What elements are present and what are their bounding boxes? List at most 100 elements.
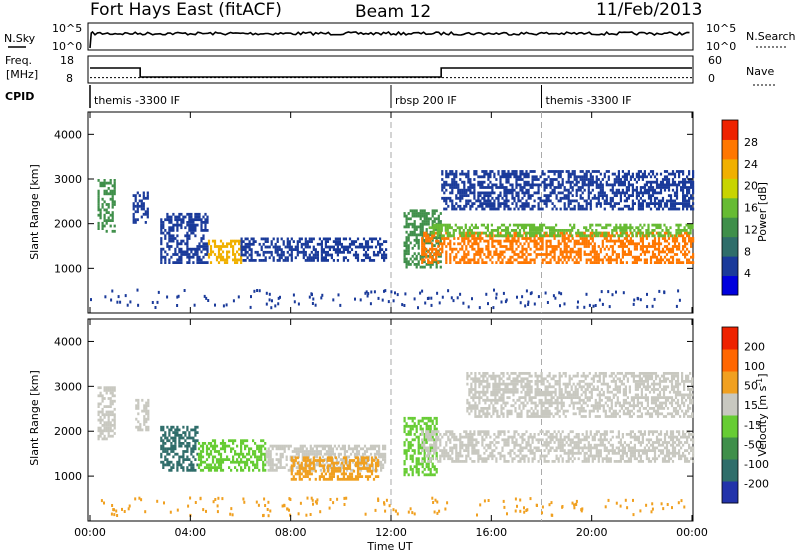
- data-cell: [489, 175, 491, 178]
- data-cell: [624, 242, 626, 245]
- data-cell: [325, 246, 327, 249]
- data-cell: [291, 238, 293, 241]
- data-cell: [321, 464, 323, 467]
- data-cell: [596, 202, 598, 205]
- data-cell: [479, 251, 481, 254]
- ytick-label: 3000: [54, 173, 82, 186]
- data-cell: [666, 170, 668, 173]
- data-cell: [459, 242, 461, 245]
- data-cell: [102, 411, 104, 414]
- data-cell: [347, 251, 349, 254]
- data-cell: [572, 248, 574, 251]
- data-cell: [427, 240, 429, 243]
- data-cell: [406, 239, 408, 242]
- data-cell: [598, 202, 600, 205]
- data-cell: [234, 439, 236, 442]
- freq-unit-label: [MHz]: [6, 68, 38, 81]
- data-cell: [141, 200, 143, 203]
- data-cell: [642, 192, 644, 195]
- data-cell: [353, 459, 355, 462]
- data-cell: [593, 305, 595, 308]
- data-cell: [214, 240, 216, 243]
- nsearch-label: N.Search: [746, 30, 796, 43]
- data-cell: [257, 251, 259, 254]
- data-cell: [538, 242, 540, 245]
- data-cell: [648, 181, 650, 184]
- data-cell: [232, 251, 234, 254]
- data-cell: [604, 200, 606, 203]
- data-cell: [628, 248, 630, 251]
- data-cell: [100, 182, 102, 185]
- data-cell: [202, 461, 204, 464]
- data-cell: [620, 197, 622, 200]
- data-cell: [453, 229, 455, 232]
- data-cell: [606, 170, 608, 173]
- data-cell: [626, 205, 628, 208]
- data-cell: [477, 192, 479, 195]
- data-cell: [135, 210, 137, 213]
- data-cell: [139, 205, 141, 208]
- data-cell: [515, 205, 517, 208]
- data-cell: [380, 464, 382, 467]
- data-cell: [667, 234, 669, 237]
- data-cell: [610, 256, 612, 259]
- data-cell: [252, 469, 254, 472]
- data-cell: [624, 173, 626, 176]
- data-cell: [114, 421, 116, 424]
- data-cell: [323, 238, 325, 241]
- data-cell: [670, 205, 672, 208]
- data-cell: [176, 245, 178, 248]
- data-cell: [511, 170, 513, 173]
- data-cell: [207, 299, 209, 302]
- data-cell: [521, 178, 523, 181]
- data-cell: [224, 450, 226, 453]
- data-cell: [562, 237, 564, 240]
- data-cell: [378, 456, 380, 459]
- data-cell: [692, 208, 694, 211]
- data-cell: [305, 251, 307, 254]
- data-cell: [421, 460, 423, 463]
- data-cell: [483, 192, 485, 195]
- data-cell: [461, 232, 463, 235]
- data-cell: [568, 173, 570, 176]
- data-cell: [477, 175, 479, 178]
- data-cell: [108, 386, 110, 389]
- data-cell: [449, 433, 451, 436]
- data-cell: [141, 208, 143, 211]
- data-cell: [383, 256, 385, 259]
- data-cell: [270, 458, 272, 461]
- data-cell: [600, 186, 602, 189]
- data-cell: [170, 226, 172, 229]
- data-cell: [318, 453, 320, 456]
- data-cell: [469, 229, 471, 232]
- data-cell: [404, 468, 406, 471]
- data-cell: [540, 197, 542, 200]
- data-cell: [303, 467, 305, 470]
- data-cell: [418, 226, 420, 229]
- data-cell: [447, 173, 449, 176]
- data-cell: [210, 469, 212, 472]
- data-cell: [365, 256, 367, 259]
- data-cell: [604, 175, 606, 178]
- data-cell: [626, 237, 628, 240]
- data-cell: [341, 478, 343, 481]
- data-cell: [597, 224, 599, 227]
- data-cell: [320, 469, 322, 472]
- data-cell: [114, 416, 116, 419]
- data-cell: [550, 186, 552, 189]
- data-cell: [258, 469, 260, 472]
- data-cell: [539, 226, 541, 229]
- data-cell: [670, 202, 672, 205]
- data-cell: [477, 184, 479, 187]
- data-cell: [427, 460, 429, 463]
- data-cell: [658, 261, 660, 264]
- data-cell: [412, 231, 414, 234]
- data-cell: [299, 475, 301, 478]
- data-cell: [534, 178, 536, 181]
- data-cell: [170, 447, 172, 450]
- data-cell: [682, 170, 684, 173]
- data-cell: [550, 181, 552, 184]
- data-cell: [436, 217, 438, 220]
- data-cell: [465, 205, 467, 208]
- data-cell: [542, 200, 544, 203]
